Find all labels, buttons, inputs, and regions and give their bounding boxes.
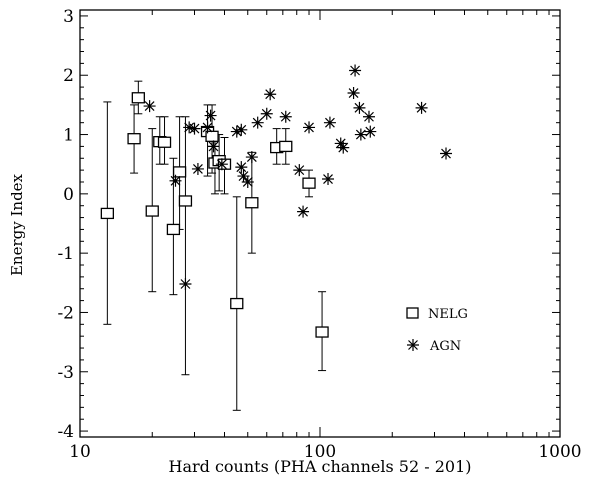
agn-point xyxy=(215,158,228,171)
y-tick-label: -4 xyxy=(57,422,74,442)
agn-point xyxy=(251,116,264,129)
agn-point xyxy=(179,277,192,290)
nelg-point xyxy=(131,92,145,104)
agn-point xyxy=(347,87,360,100)
data-points xyxy=(100,64,453,338)
nelg-point xyxy=(145,205,159,217)
nelg-point xyxy=(166,223,181,236)
x-tick-label: 1000 xyxy=(538,442,581,462)
agn-point xyxy=(349,64,362,77)
nelg-point xyxy=(100,207,114,220)
agn-point xyxy=(260,107,273,120)
nelg-point xyxy=(178,195,193,207)
legend-agn-label: AGN xyxy=(429,339,461,354)
agn-point xyxy=(191,162,204,175)
nelg-point xyxy=(315,326,329,338)
agn-point xyxy=(188,122,201,135)
agn-point xyxy=(415,101,428,114)
y-tick-label: -1 xyxy=(57,244,74,264)
axis-ticks xyxy=(79,10,561,437)
agn-point xyxy=(337,141,350,154)
nelg-point xyxy=(230,297,244,310)
agn-point xyxy=(362,110,375,123)
agn-point xyxy=(143,100,156,113)
agn-point xyxy=(303,121,316,134)
y-tick-label: 1 xyxy=(63,126,74,146)
nelg-point xyxy=(245,197,259,209)
y-tick-label: 3 xyxy=(63,7,74,27)
agn-point xyxy=(334,137,347,150)
x-tick-label: 10 xyxy=(69,442,91,462)
agn-point xyxy=(245,151,258,164)
y-tick-label: 0 xyxy=(63,185,74,205)
agn-point xyxy=(237,170,250,183)
axis-tick-labels: -4 -3 -2 -1 0 1 2 3 10 100 1000 xyxy=(57,7,581,462)
error-bars xyxy=(103,80,327,411)
agn-point xyxy=(230,125,243,138)
agn-point xyxy=(207,140,220,153)
agn-point xyxy=(293,164,306,177)
agn-point xyxy=(235,123,248,136)
agn-point xyxy=(440,147,453,160)
x-tick-label: 100 xyxy=(304,442,336,462)
agn-point xyxy=(297,205,310,218)
y-tick-label: -2 xyxy=(57,303,74,323)
legend-nelg-marker xyxy=(406,307,419,319)
agn-point xyxy=(354,128,367,141)
nelg-point xyxy=(127,133,141,145)
nelg-point xyxy=(279,140,293,153)
agn-point xyxy=(353,101,366,114)
x-axis-title: Hard counts (PHA channels 52 - 201) xyxy=(168,457,471,476)
plot-frame xyxy=(79,9,561,438)
y-axis-title: Energy Index xyxy=(8,173,26,276)
y-tick-label: -3 xyxy=(57,363,74,383)
agn-point xyxy=(201,121,214,134)
legend: NELG AGN xyxy=(406,307,468,354)
nelg-point xyxy=(302,177,316,189)
agn-point xyxy=(323,116,336,129)
agn-point xyxy=(241,175,254,188)
legend-nelg-label: NELG xyxy=(428,307,468,322)
agn-point xyxy=(364,125,377,138)
agn-point xyxy=(204,109,217,122)
agn-point xyxy=(279,110,292,123)
y-tick-label: 2 xyxy=(63,66,74,86)
agn-point xyxy=(322,173,335,186)
agn-point xyxy=(235,161,248,174)
nelg-point xyxy=(157,136,172,148)
agn-point xyxy=(183,121,196,134)
agn-point xyxy=(169,174,182,187)
agn-point xyxy=(264,88,277,101)
legend-agn-marker xyxy=(407,339,419,351)
